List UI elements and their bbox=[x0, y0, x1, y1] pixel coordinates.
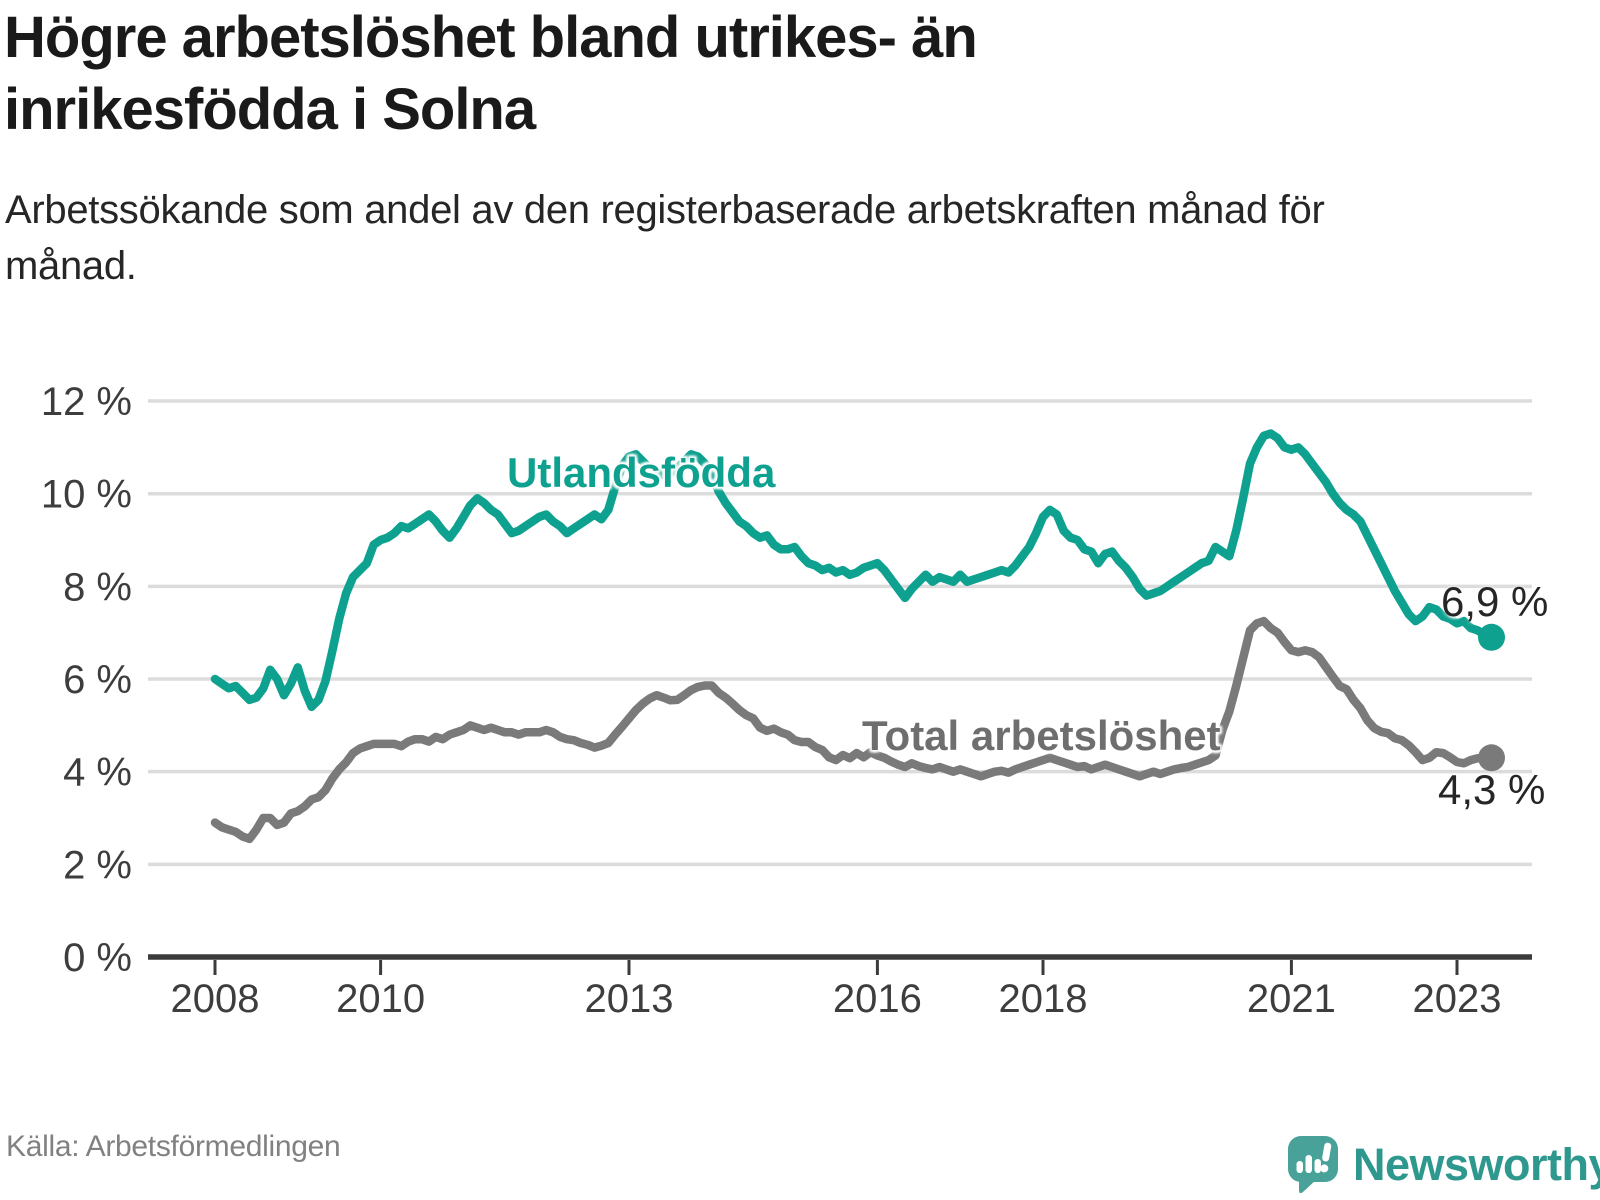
y-axis-tick-label: 4 % bbox=[63, 751, 132, 795]
chart-title: Högre arbetslöshet bland utrikes- än inr… bbox=[4, 5, 978, 142]
x-axis-tick-label: 2021 bbox=[1247, 977, 1336, 1021]
line-utlandsfodda bbox=[210, 429, 1496, 712]
y-axis-tick-label: 2 % bbox=[63, 843, 132, 887]
source-note: Källa: Arbetsförmedlingen bbox=[6, 1130, 341, 1163]
y-axis-tick-label: 10 % bbox=[41, 473, 132, 517]
end-value-label-total: 4,3 % bbox=[1438, 766, 1546, 813]
newsworthy-wordmark: Newsworthy bbox=[1353, 1139, 1600, 1190]
end-dot-total bbox=[1478, 744, 1505, 772]
x-axis-tick-label: 2010 bbox=[336, 977, 425, 1021]
x-axis-tick-label: 2018 bbox=[999, 977, 1088, 1021]
series-label-total-arbetsloshet: Total arbetslöshet bbox=[862, 712, 1221, 759]
line-total-arbetsloshet bbox=[210, 616, 1496, 844]
y-axis-tick-label: 0 % bbox=[63, 936, 132, 980]
y-axis-tick-label: 12 % bbox=[41, 380, 132, 424]
newsworthy-logo: Newsworthy bbox=[1286, 1134, 1600, 1196]
end-value-label-utlandsfodda: 6,9 % bbox=[1441, 578, 1549, 625]
newsworthy-bubble-chart-icon bbox=[1288, 1136, 1338, 1194]
y-axis-tick-label: 6 % bbox=[63, 658, 132, 702]
y-axis-tick-label: 8 % bbox=[63, 565, 132, 609]
end-dot-utlandsfodda bbox=[1478, 623, 1505, 651]
series-label-utlandsfodda: Utlandsfödda bbox=[507, 449, 776, 496]
x-axis-tick-label: 2023 bbox=[1413, 977, 1502, 1021]
x-axis-tick-label: 2013 bbox=[585, 977, 674, 1021]
x-axis-tick-label: 2016 bbox=[833, 977, 922, 1021]
x-axis-tick-label: 2008 bbox=[171, 977, 260, 1021]
chart-subtitle: Arbetssökande som andel av den registerb… bbox=[5, 188, 1325, 288]
